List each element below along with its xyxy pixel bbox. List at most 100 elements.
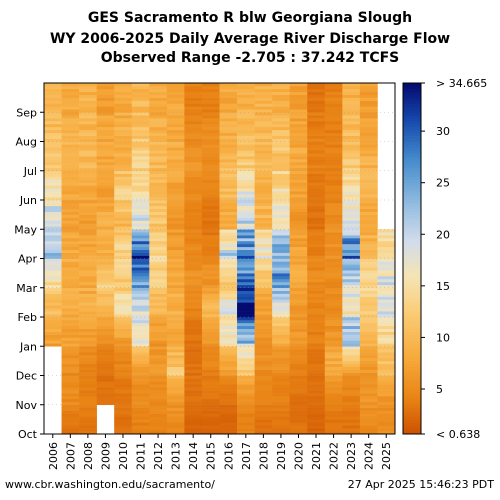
heatmap-cell-2024-Mar-4: [359, 273, 378, 277]
heatmap-cell-2024-May-5: [359, 211, 378, 215]
heatmap-cell-2019-May-2: [272, 220, 290, 224]
heatmap-cell-2015-Jun-0: [201, 197, 220, 201]
heatmap-cell-2021-Jan-1: [307, 340, 326, 344]
heatmap-cell-2020-May-0: [289, 226, 308, 230]
heatmap-cell-2008-Feb-0: [79, 314, 97, 318]
heatmap-cell-2019-Mar-8: [272, 261, 290, 265]
heatmap-cell-2010-Mar-0: [114, 284, 133, 289]
heatmap-cell-2021-Apr-9: [307, 229, 326, 233]
heatmap-cell-2020-Jan-2: [289, 337, 308, 341]
heatmap-cell-2022-Sep-2: [324, 103, 343, 107]
heatmap-cell-2012-Sep-3: [149, 100, 168, 104]
heatmap-cell-2010-Oct-6: [114, 413, 133, 417]
heatmap-cell-2018-Feb-9: [254, 287, 273, 291]
heatmap-cell-2009-May-4: [96, 214, 115, 218]
heatmap-cell-2014-Aug-7: [184, 118, 203, 122]
heatmap-cell-2016-Aug-4: [219, 126, 238, 131]
heatmap-cell-2020-Jan-8: [289, 319, 308, 324]
heatmap-cell-2011-Feb-2: [131, 308, 150, 312]
heatmap-cell-2017-Sep-6: [237, 91, 255, 95]
heatmap-cell-2006-Jun-5: [44, 182, 62, 186]
heatmap-cell-2006-Feb-6: [44, 296, 62, 300]
heatmap-cell-2018-Sep-1: [254, 106, 273, 110]
heatmap-cell-2014-Aug-0: [184, 138, 203, 142]
heatmap-cell-2009-Sep-7: [96, 88, 115, 93]
heatmap-cell-2024-Oct-9: [359, 404, 378, 408]
heatmap-cell-2018-Nov-8: [254, 378, 273, 382]
heatmap-cell-2023-May-1: [342, 223, 361, 227]
heatmap-cell-2022-Feb-2: [324, 308, 343, 312]
heatmap-cell-2011-Aug-2: [131, 132, 150, 136]
heatmap-cell-2023-Apr-5: [342, 240, 361, 245]
heatmap-cell-2021-Jul-8: [307, 144, 326, 148]
heatmap-cell-2015-Mar-9: [201, 258, 220, 262]
heatmap-cell-2023-Nov-5: [342, 387, 361, 391]
heatmap-cell-2014-Oct-5: [184, 416, 203, 420]
heatmap-cell-2014-Feb-5: [184, 299, 203, 303]
heatmap-cell-2023-Jul-6: [342, 150, 361, 154]
heatmap-cell-2009-Apr-2: [96, 249, 115, 253]
heatmap-cell-2022-Oct-8: [324, 407, 343, 411]
heatmap-cell-2013-Jun-4: [166, 185, 185, 189]
heatmap-cell-2024-Jan-8: [359, 319, 378, 324]
heatmap-cell-2019-Jan-8: [272, 319, 290, 324]
heatmap-cell-2022-Apr-1: [324, 252, 343, 256]
heatmap-cell-2008-Jan-8: [79, 319, 97, 324]
heatmap-cell-2024-Jan-3: [359, 334, 378, 338]
heatmap-cell-2007-Apr-0: [61, 255, 80, 259]
heatmap-cell-2008-Oct-3: [79, 422, 97, 426]
heatmap-cell-2013-Apr-7: [166, 235, 185, 239]
heatmap-cell-2015-Oct-7: [201, 410, 220, 414]
heatmap-cell-2024-Apr-8: [359, 232, 378, 236]
heatmap-cell-2020-Sep-3: [289, 100, 308, 104]
heatmap-cell-2014-Feb-2: [184, 308, 203, 312]
heatmap-cell-2007-Jan-4: [61, 331, 80, 335]
heatmap-cell-2025-Dec-3: [377, 363, 396, 368]
heatmap-cell-2022-Dec-8: [324, 349, 343, 353]
heatmap-cell-2011-Aug-5: [131, 123, 150, 128]
heatmap-cell-2013-Jul-4: [166, 156, 185, 160]
heatmap-cell-2018-Feb-2: [254, 308, 273, 312]
heatmap-cell-2021-Dec-2: [307, 366, 326, 370]
heatmap-cell-2009-Jun-5: [96, 182, 115, 186]
heatmap-cell-2016-Jun-0: [219, 197, 238, 201]
heatmap-cell-2021-Aug-5: [307, 123, 326, 128]
heatmap-cell-2015-Jan-8: [201, 319, 220, 324]
heatmap-cell-2008-Jul-5: [79, 153, 97, 157]
heatmap-cell-2008-Mar-5: [79, 270, 97, 274]
heatmap-cell-2018-Jun-4: [254, 185, 273, 189]
heatmap-cell-2013-May-9: [166, 200, 185, 204]
heatmap-cell-2024-Oct-6: [359, 413, 378, 417]
colorbar-segment-36: [403, 325, 421, 330]
heatmap-cell-2014-Apr-2: [184, 249, 203, 253]
heatmap-cell-2007-Nov-6: [61, 384, 80, 388]
heatmap-cell-2015-Apr-9: [201, 229, 220, 233]
heatmap-cell-2012-Jan-0: [149, 343, 168, 347]
heatmap-cell-2018-Aug-4: [254, 126, 273, 131]
heatmap-cell-2024-Nov-1: [359, 398, 378, 403]
heatmap-cell-2011-Jul-7: [131, 147, 150, 151]
heatmap-cell-2017-Aug-1: [237, 135, 255, 139]
heatmap-cell-2012-Mar-9: [149, 258, 168, 262]
heatmap-cell-2014-Oct-3: [184, 422, 203, 426]
heatmap-cell-2010-Dec-3: [114, 363, 133, 368]
heatmap-cell-2011-Oct-9: [131, 404, 150, 408]
heatmap-cell-2022-Jan-8: [324, 319, 343, 324]
x-tick-label-2015: 2015: [205, 442, 218, 470]
colorbar-segment-97: [403, 147, 421, 151]
heatmap-cell-2024-Sep-2: [359, 103, 378, 107]
heatmap-cell-2009-Nov-5: [96, 387, 115, 391]
heatmap-cell-2021-Mar-5: [307, 270, 326, 274]
heatmap-cell-2023-Jan-4: [342, 331, 361, 335]
heatmap-cell-2017-Mar-9: [237, 258, 255, 262]
heatmap-cell-2011-Aug-0: [131, 138, 150, 142]
heatmap-cell-2012-Dec-0: [149, 372, 168, 376]
heatmap-cell-2009-Aug-5: [96, 123, 115, 128]
heatmap-cell-2019-Jun-3: [272, 188, 290, 192]
heatmap-cell-2022-Jan-5: [324, 328, 343, 332]
heatmap-cell-2014-Mar-8: [184, 261, 203, 265]
heatmap-cell-2012-Jan-4: [149, 331, 168, 335]
heatmap-cell-2011-Feb-7: [131, 293, 150, 297]
heatmap-cell-2019-Nov-6: [272, 384, 290, 388]
